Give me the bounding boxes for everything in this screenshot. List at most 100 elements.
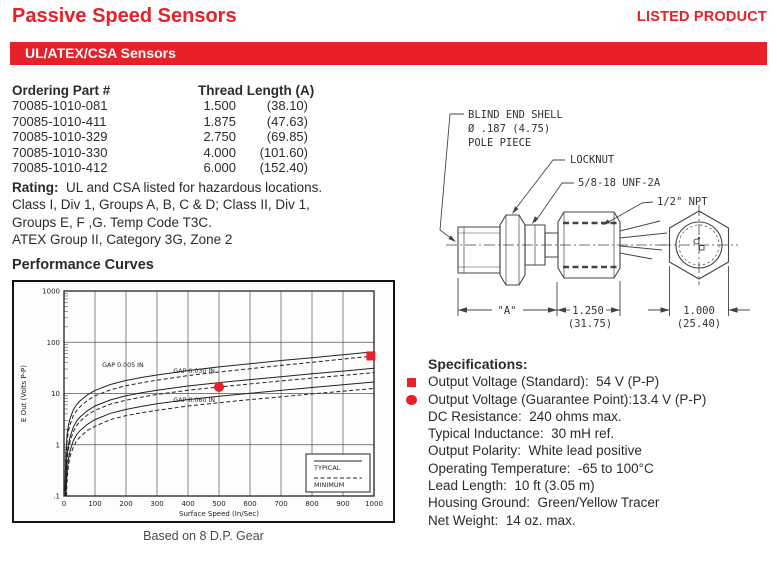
col-header-part: Ordering Part # [12,83,111,98]
performance-chart-svg: 0 100 200 300 400 500 600 700 800 900 1000 1000 100 1… [20,288,383,519]
spec-text: Typical Inductance: 30 mH ref. [428,426,615,442]
svg-text:500: 500 [212,500,225,508]
label-pole-piece: POLE PIECE [468,137,531,149]
thread-length-mm: (47.63) [266,113,308,129]
dim-b-mm-text: (31.75) [568,318,612,330]
part-number: 70085-1010-330 [12,144,108,160]
part-number: 70085-1010-412 [12,160,108,176]
spec-line-dc-resistance: DC Resistance: 240 ohms max. [405,408,770,425]
specifications-heading: Specifications: [428,356,528,372]
thread-length-mm: (101.60) [259,144,308,160]
part-number: 70085-1010-411 [12,113,107,129]
dim-c-mm-text: (25.40) [677,318,721,330]
thread-length-in: 4.000 [203,144,236,160]
svg-text:700: 700 [274,500,287,508]
thread-length-mm: (38.10) [266,98,308,114]
svg-text:900: 900 [336,500,349,508]
spec-text: Housing Ground: Green/Yellow Tracer [428,495,660,511]
svg-text:GAP 0.060 IN: GAP 0.060 IN [173,397,215,404]
part-number: 70085-1010-081 [12,98,108,114]
hex-body [557,211,621,279]
thread-length-mm: (69.85) [266,129,308,145]
dim-a-text: "A" [498,305,517,317]
thread-length-mm: (152.40) [259,160,308,176]
table-row: 70085-1010-329 2.750 (69.85) [12,129,314,144]
spec-line-lead-length: Lead Length: 10 ft (3.05 m) [405,477,770,494]
svg-text:100: 100 [88,500,101,508]
svg-text:1000: 1000 [365,500,383,508]
ordering-table: Ordering Part # Thread Length (A) 70085-… [12,83,314,175]
sensor-drawing: BLIND END SHELL Ø .187 (4.75) POLE PIECE… [439,109,750,330]
svg-text:800: 800 [305,500,318,508]
specifications: Specifications: Output Voltage (Standard… [405,356,770,529]
dim-b-in-text: 1.250 [572,305,604,317]
svg-text:Surface Speed (In/Sec): Surface Speed (In/Sec) [179,510,259,518]
svg-text:10: 10 [51,390,60,398]
red-square-marker [407,377,416,387]
col-header-thread-length: Thread Length (A) [198,83,315,98]
leader-lines [439,113,654,242]
rating-line-1: UL and CSA listed for hazardous location… [66,180,323,195]
spec-text: DC Resistance: 240 ohms max. [428,408,622,424]
label-blind-end-shell: BLIND END SHELL [468,109,563,121]
dimension-a [457,278,558,316]
performance-curves-heading: Performance Curves [12,257,154,273]
svg-text:E Out (Volts P-P): E Out (Volts P-P) [20,365,28,422]
label-npt: 1/2" NPT [657,196,708,208]
svg-text:100: 100 [47,339,60,347]
spec-text: Lead Length: 10 ft (3.05 m) [428,478,595,494]
dimension-1000 [648,266,750,316]
rating-line-4: ATEX Group II, Category 3G, Zone 2 [12,231,233,247]
svg-text:400: 400 [181,500,194,508]
spec-line-temperature: Operating Temperature: -65 to 100°C [405,460,770,477]
spec-text: Output Polarity: White lead positive [428,443,642,459]
spec-line-inductance: Typical Inductance: 30 mH ref. [405,425,770,442]
svg-text:300: 300 [150,500,163,508]
label-locknut: LOCKNUT [570,154,615,166]
spec-text: Operating Temperature: -65 to 100°C [428,460,654,476]
chart-caption: Based on 8 D.P. Gear [143,529,264,543]
rating-line-3: Groups E, F ,G. Temp Code T3C. [12,214,212,230]
thread-length-in: 1.875 [203,113,236,129]
svg-text:600: 600 [243,500,256,508]
thread-length-in: 2.750 [203,129,236,145]
spec-text: Output Voltage (Standard): 54 V (P-P) [428,374,660,390]
dimension-1250 [557,281,621,316]
thread-length-in: 1.500 [203,98,236,114]
page-title: Passive Speed Sensors [12,5,237,27]
label-pole-diameter: Ø .187 (4.75) [468,123,550,135]
chart-marker-circle [214,381,224,392]
table-row: 70085-1010-330 4.000 (101.60) [12,145,314,160]
rating-paragraph: Rating: UL and CSA listed for hazardous … [12,179,407,248]
spec-line-polarity: Output Polarity: White lead positive [405,442,770,459]
lead-wires [619,220,668,260]
svg-text:.1: .1 [53,493,60,501]
chart-marker-square [366,351,376,361]
spec-text: Net Weight: 14 oz. max. [428,512,576,528]
table-row: 70085-1010-081 1.500 (38.10) [12,98,314,113]
part-number: 70085-1010-329 [12,129,108,145]
hex-end-view [668,210,730,280]
svg-text:1: 1 [56,441,60,449]
rating-label: Rating: [12,180,59,195]
spec-line-housing-ground: Housing Ground: Green/Yellow Tracer [405,494,770,511]
spec-text: Output Voltage (Guarantee Point):13.4 V … [428,391,707,407]
svg-text:GAP 0.005 IN: GAP 0.005 IN [102,362,144,369]
ordering-table-header: Ordering Part # Thread Length (A) [12,83,314,98]
spec-line-net-weight: Net Weight: 14 oz. max. [405,512,770,529]
section-bar: UL/ATEX/CSA Sensors [10,42,767,65]
red-circle-marker [406,394,417,406]
label-unf-thread: 5/8-18 UNF-2A [578,177,661,189]
thread-length-in: 6.000 [203,160,236,176]
table-row: 70085-1010-411 1.875 (47.63) [12,114,314,129]
svg-text:0: 0 [62,500,66,508]
locknut-hex [499,214,526,286]
svg-text:TYPICAL: TYPICAL [313,464,341,472]
performance-chart-frame: 0 100 200 300 400 500 600 700 800 900 1000 1000 100 1… [12,280,395,523]
listed-product-label: LISTED PRODUCT [636,9,767,25]
svg-text:GAP 0.030 IN: GAP 0.030 IN [173,368,215,375]
svg-text:MINIMUM: MINIMUM [314,481,344,489]
svg-text:1000: 1000 [42,288,60,296]
svg-text:200: 200 [119,500,132,508]
spec-line-output-guarantee: Output Voltage (Guarantee Point):13.4 V … [405,391,770,408]
